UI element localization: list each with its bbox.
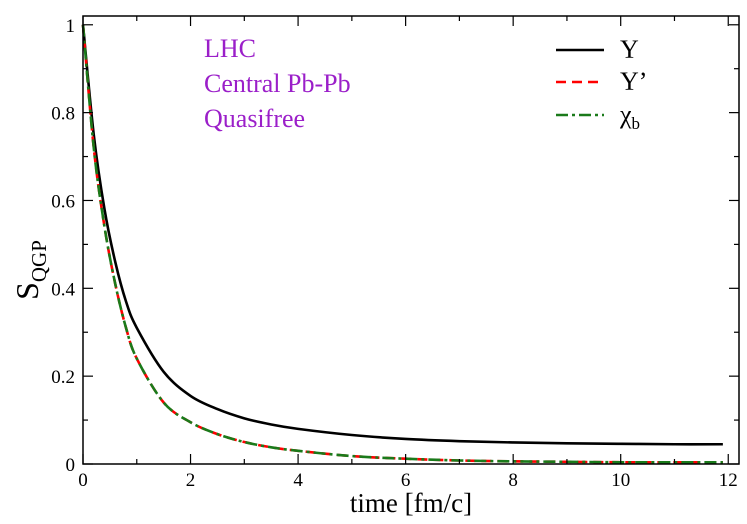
- legend-label-2: Υ’: [620, 67, 647, 96]
- y-tick-label: 0: [66, 455, 76, 476]
- series-line-3: [81, 24, 723, 464]
- x-tick-label: 0: [78, 470, 88, 491]
- x-tick-label: 8: [508, 470, 518, 491]
- plot-lines: [81, 24, 723, 464]
- series-line-1: [81, 24, 723, 446]
- y-tick-label: 0.4: [51, 279, 75, 300]
- x-tick-label: 4: [293, 470, 303, 491]
- y-axis-title-sub: QGP: [27, 240, 51, 282]
- axis-ticks: 0 2 4 6 8 10 12 0 0.2 0.4 0.6 0.8 1: [51, 16, 739, 491]
- legend-label-3: χb: [619, 100, 640, 133]
- legend-label-3-main: χ: [619, 100, 632, 129]
- annotation-line-1: LHC: [204, 34, 256, 63]
- x-tick-label: 6: [401, 470, 411, 491]
- legend-label-1: Υ: [620, 35, 639, 64]
- y-tick-label: 0.8: [51, 104, 75, 125]
- y-tick-label: 0.2: [51, 367, 75, 388]
- plot-frame: [82, 15, 740, 465]
- annotation-line-3: Quasifree: [204, 104, 305, 133]
- annotation-line-2: Central Pb-Pb: [204, 69, 351, 98]
- x-tick-label: 10: [611, 470, 630, 491]
- legend-label-3-sub: b: [632, 114, 641, 133]
- y-tick-label: 0.6: [51, 191, 75, 212]
- y-tick-label: 1: [66, 16, 76, 37]
- x-axis-title: time [fm/c]: [350, 488, 472, 518]
- legend: Υ Υ’ χb: [556, 35, 647, 133]
- y-axis-title-main: S: [9, 282, 45, 300]
- x-tick-label: 2: [186, 470, 196, 491]
- x-tick-label: 12: [719, 470, 738, 491]
- annotations: LHC Central Pb-Pb Quasifree: [204, 34, 351, 133]
- y-axis-title: SQGP: [9, 240, 51, 300]
